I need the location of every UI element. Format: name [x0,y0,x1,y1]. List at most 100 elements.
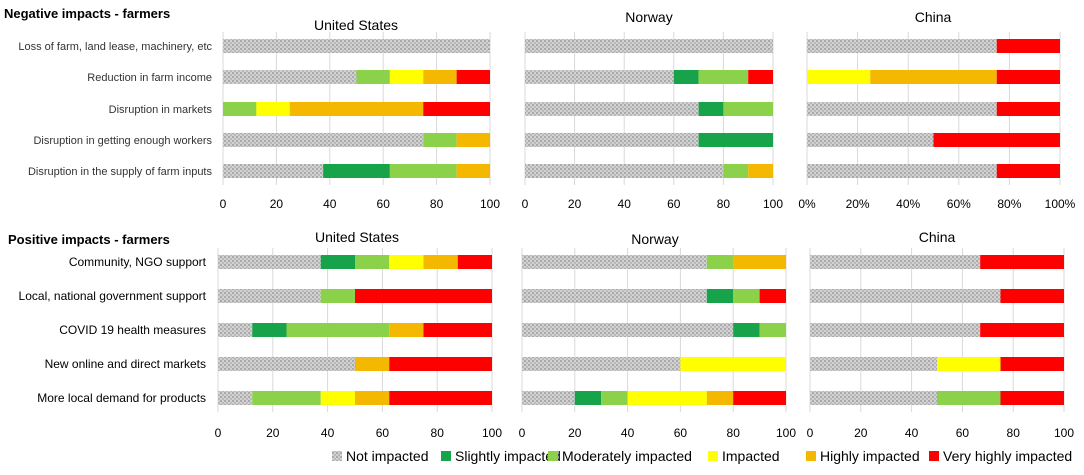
bar-segment [456,164,490,178]
category-label: Local, national government support [19,289,207,303]
bar-segment [723,102,773,116]
bar-segment [748,70,773,84]
bar-segment [223,133,424,147]
bar-segment [980,323,1064,337]
bar-segment [525,70,674,84]
bar-segment [759,323,786,337]
bar-segment [937,357,1001,371]
tick-label: 80 [717,197,731,211]
bar-segment [423,255,458,269]
bar-segment [937,391,1001,405]
panel-title: China [919,229,956,245]
bar-segment [996,102,1060,116]
bar-segment [522,289,707,303]
tick-label: 20 [270,197,284,211]
tick-label: 40% [896,197,920,211]
tick-label: 0 [215,426,222,440]
tick-label: 40 [321,426,335,440]
tick-label: 60 [376,426,390,440]
category-label: Disruption in markets [109,104,213,116]
chart-panel-1: United States Loss of farm, land lease, m… [18,17,500,211]
tick-label: 80 [431,426,445,440]
bar-segment [286,323,390,337]
bar-segment [759,289,786,303]
category-label: Disruption in getting enough workers [33,135,212,147]
tick-label: 60 [667,197,681,211]
bar-segment [601,391,628,405]
bar-segment [810,255,981,269]
bar-segment [996,164,1060,178]
legend-item: Slightly impacted [441,448,561,464]
bar-segment [525,133,699,147]
legend-item: Highly impacted [806,448,920,464]
panel-title: United States [314,17,398,33]
bar-segment [525,39,773,53]
chart-panel-6: China 0 20 40 60 80 100 [807,229,1075,440]
category-label: Disruption in the supply of farm inputs [28,166,213,178]
chart-panel-5: Norway 0 20 40 60 80 100 [519,231,797,440]
legend-swatch [441,451,451,461]
legend-item: Not impacted [332,448,428,464]
bar-segment [733,391,786,405]
category-label: More local demand for products [37,391,206,405]
tick-label: 80 [727,426,741,440]
bar-segment [1000,391,1064,405]
bar-segment [522,391,575,405]
bar-segment [627,391,707,405]
bar-segment [252,391,321,405]
bar-segment [355,255,390,269]
bar-segment [807,164,997,178]
chart-panel-3: China 0% 20% 40% 60% 80% 100% [798,9,1075,211]
bar-segment [698,70,749,84]
panel-title: United States [315,229,399,245]
bar-segment [698,133,773,147]
legend-label: Moderately impacted [562,448,692,464]
tick-label: 80 [1007,426,1021,440]
section-title-negative: Negative impacts - farmers [4,6,170,21]
bar-segment [389,357,492,371]
bar-segment [525,164,724,178]
bar-segment [320,289,355,303]
category-label: New online and direct markets [45,357,206,371]
bar-segment [807,70,871,84]
bar-segment [1000,357,1064,371]
bar-segment [574,391,602,405]
bar-segment [456,70,490,84]
tick-label: 0 [522,197,529,211]
tick-label: 100% [1045,197,1076,211]
bar-segment [223,102,257,116]
legend-swatch [332,451,342,461]
bar-segment [423,70,457,84]
bar-segment [218,391,253,405]
tick-label: 60 [956,426,970,440]
bar-segment [870,70,997,84]
bar-segment [218,255,321,269]
panel-title: China [915,9,952,25]
panel-title: Norway [625,9,672,25]
tick-label: 40 [323,197,337,211]
bar-segment [748,164,773,178]
category-label: Loss of farm, land lease, machinery, etc [18,41,212,53]
category-label: Community, NGO support [69,255,207,269]
tick-label: 40 [905,426,919,440]
tick-label: 40 [618,197,632,211]
tick-label: 100 [480,197,500,211]
bar-segment [996,39,1060,53]
bar-segment [389,164,457,178]
bar-segment [810,391,937,405]
tick-label: 100 [776,426,796,440]
bar-segment [706,289,734,303]
tick-label: 20 [854,426,868,440]
tick-label: 60% [947,197,971,211]
legend-label: Impacted [722,448,780,464]
bar-segment [218,289,321,303]
tick-label: 20 [568,426,582,440]
panel-title: Norway [631,231,678,247]
bar-segment [355,357,390,371]
bar-segment [807,133,934,147]
tick-label: 60 [377,197,391,211]
bar-segment [256,102,290,116]
bar-segment [389,323,424,337]
bar-segment [223,164,324,178]
bar-segment [356,70,390,84]
